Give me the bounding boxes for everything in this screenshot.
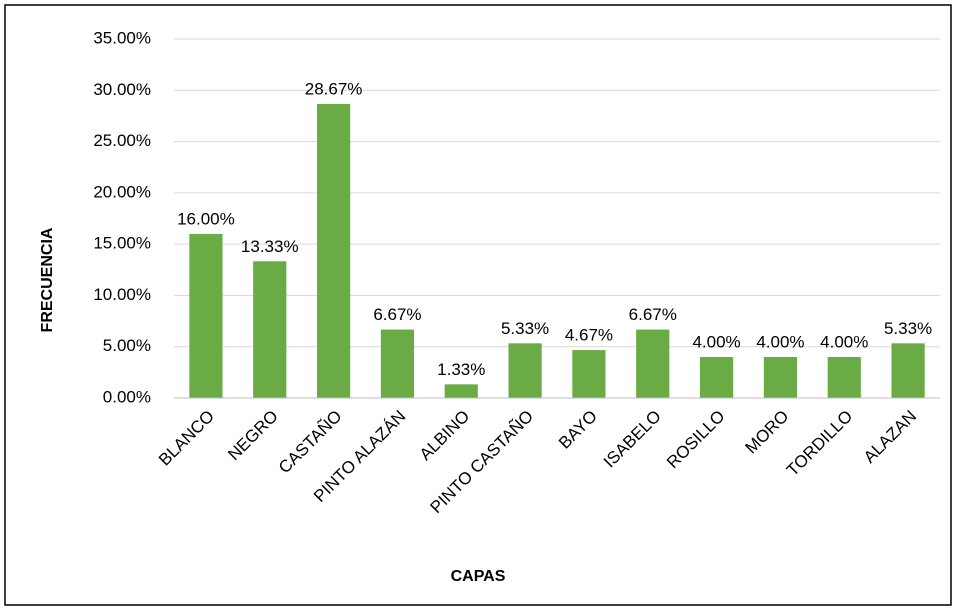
y-tick-label: 5.00% — [103, 336, 151, 355]
bar — [699, 356, 734, 398]
bar — [316, 103, 351, 399]
bar — [763, 356, 798, 398]
data-label: 28.67% — [305, 79, 363, 98]
x-axis-title: CAPAS — [451, 568, 506, 585]
bar — [572, 350, 606, 398]
data-label: 6.67% — [629, 305, 677, 324]
bar — [508, 343, 542, 398]
data-label: 4.00% — [820, 332, 868, 351]
chart-frame — [4, 4, 952, 606]
y-tick-label: 20.00% — [93, 182, 151, 201]
y-tick-label: 15.00% — [93, 234, 151, 253]
data-label: 4.00% — [692, 332, 740, 351]
data-label: 1.33% — [437, 360, 485, 379]
y-tick-label: 25.00% — [93, 131, 151, 150]
data-label: 5.33% — [501, 319, 549, 338]
y-tick-label: 30.00% — [93, 80, 151, 99]
bar — [827, 356, 861, 398]
y-tick-label: 35.00% — [93, 28, 151, 47]
bar — [891, 343, 925, 398]
data-label: 6.67% — [373, 305, 421, 324]
bar — [253, 261, 287, 398]
bar — [636, 329, 670, 398]
y-axis-title: FRECUENCIA — [39, 227, 56, 332]
bar — [444, 384, 478, 398]
data-label: 16.00% — [177, 209, 235, 228]
y-tick-label: 10.00% — [93, 285, 151, 304]
data-label: 4.00% — [756, 332, 804, 351]
y-tick-label: 0.00% — [103, 387, 151, 406]
bar — [189, 233, 223, 398]
data-label: 5.33% — [884, 319, 932, 338]
bar — [380, 329, 415, 398]
data-label: 4.67% — [565, 326, 613, 345]
data-label: 13.33% — [241, 237, 299, 256]
